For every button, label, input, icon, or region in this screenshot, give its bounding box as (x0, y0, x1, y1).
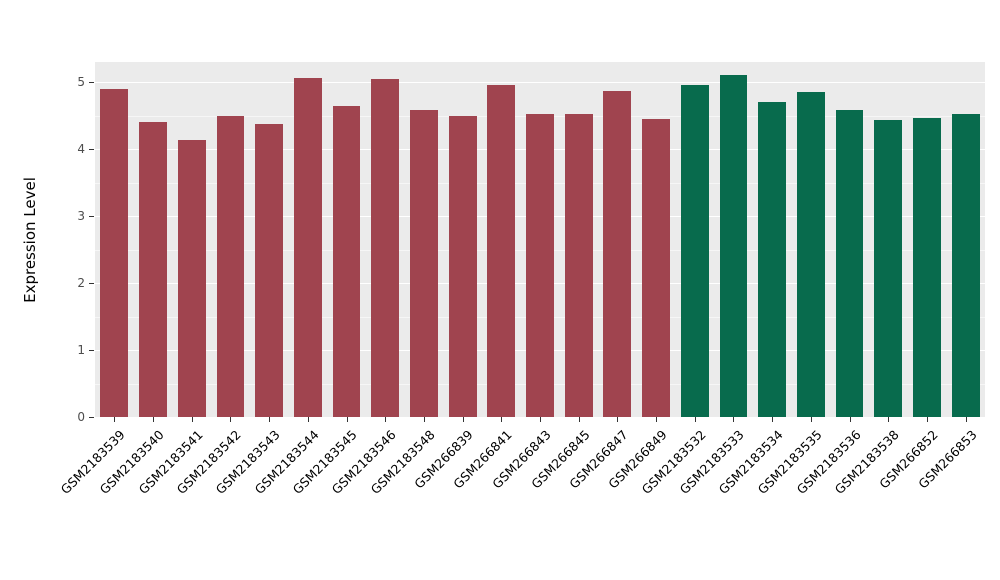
x-tick-mark (772, 417, 774, 422)
bar (835, 110, 864, 417)
bar (603, 91, 632, 417)
x-tick-mark (269, 417, 271, 422)
y-tick-mark (89, 82, 94, 84)
bar (293, 78, 322, 417)
x-tick-mark (346, 417, 348, 422)
bar (564, 114, 593, 417)
y-axis-title: Expression Level (21, 177, 39, 303)
bar (216, 115, 245, 417)
x-tick-mark (385, 417, 387, 422)
x-tick-mark (888, 417, 890, 422)
bar (448, 116, 477, 417)
y-tick-label: 5 (77, 75, 85, 90)
bar (332, 105, 361, 417)
y-tick-label: 3 (77, 209, 85, 224)
x-tick-mark (462, 417, 464, 422)
x-tick-mark (656, 417, 658, 422)
x-tick-mark (810, 417, 812, 422)
x-tick-mark (694, 417, 696, 422)
bar (139, 122, 167, 417)
bar (796, 92, 825, 417)
bar (719, 74, 748, 417)
y-tick-label: 1 (77, 343, 85, 358)
x-tick-mark (926, 417, 928, 422)
bar (255, 123, 284, 417)
x-tick-mark (230, 417, 232, 422)
x-tick-mark (153, 417, 155, 422)
x-tick-mark (423, 417, 425, 422)
y-tick-mark (89, 149, 94, 151)
x-tick-mark (578, 417, 580, 422)
y-tick-mark (89, 283, 94, 285)
x-tick-mark (540, 417, 541, 422)
x-tick-mark (733, 417, 735, 422)
y-tick-mark (89, 350, 94, 352)
bar (100, 88, 129, 417)
major-gridline (95, 82, 985, 84)
x-tick-mark (617, 417, 619, 422)
bar (874, 119, 903, 417)
y-tick-mark (89, 417, 94, 418)
bar (487, 85, 516, 417)
y-tick-mark (89, 216, 94, 218)
bar (680, 85, 709, 417)
bar (526, 114, 554, 417)
bar (371, 79, 400, 417)
x-tick-mark (191, 417, 193, 422)
bar (642, 118, 671, 417)
x-tick-mark (501, 417, 503, 422)
y-tick-label: 2 (77, 276, 85, 291)
x-tick-mark (114, 417, 116, 422)
x-tick-mark (307, 417, 309, 422)
bar (409, 110, 438, 417)
bar (913, 117, 941, 417)
x-tick-mark (965, 417, 967, 422)
x-tick-mark (849, 417, 851, 422)
plot-panel (95, 62, 985, 418)
y-tick-label: 4 (77, 142, 85, 157)
bar (951, 113, 980, 417)
y-tick-label: 0 (77, 410, 85, 424)
bar (177, 140, 206, 417)
bar (758, 102, 787, 417)
